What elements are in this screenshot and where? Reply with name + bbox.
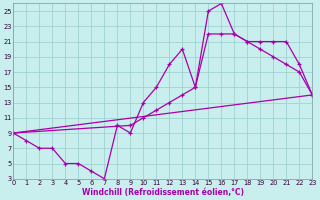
- X-axis label: Windchill (Refroidissement éolien,°C): Windchill (Refroidissement éolien,°C): [82, 188, 244, 197]
